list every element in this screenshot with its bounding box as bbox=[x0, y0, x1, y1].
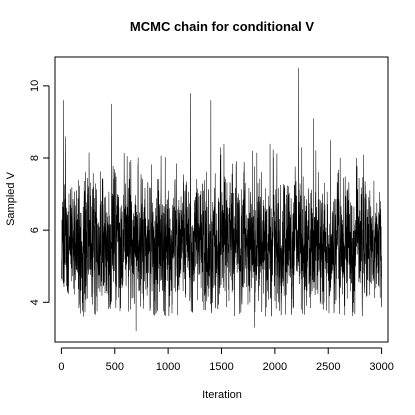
x-tick-label: 3000 bbox=[369, 361, 393, 373]
chart-title: MCMC chain for conditional V bbox=[130, 19, 314, 34]
trace-line bbox=[61, 67, 382, 332]
x-tick-label: 1000 bbox=[156, 361, 180, 373]
y-tick-label: 8 bbox=[29, 155, 41, 161]
x-tick-label: 2000 bbox=[263, 361, 287, 373]
x-tick-label: 1500 bbox=[209, 361, 233, 373]
y-axis: 4 6 8 10 bbox=[29, 80, 50, 305]
x-tick-label: 2500 bbox=[316, 361, 340, 373]
series-layer bbox=[61, 67, 382, 332]
x-tick-label: 500 bbox=[106, 361, 124, 373]
y-tick-label: 10 bbox=[29, 80, 41, 92]
x-tick-label: 0 bbox=[58, 361, 64, 373]
y-tick-label: 6 bbox=[29, 227, 41, 233]
plot-area bbox=[54, 56, 389, 343]
y-axis-label: Sampled V bbox=[5, 171, 17, 225]
x-axis: 0 500 1000 1500 2000 2500 3000 bbox=[58, 347, 394, 373]
y-tick-label: 4 bbox=[29, 299, 41, 305]
x-axis-label: Iteration bbox=[202, 389, 242, 401]
